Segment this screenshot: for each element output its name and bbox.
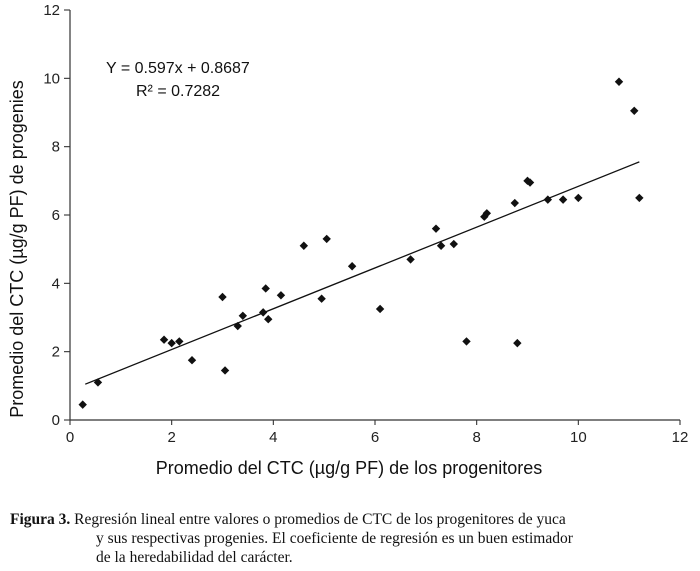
data-point (347, 262, 357, 271)
caption-label: Figura 3. (10, 511, 71, 528)
data-point (482, 209, 492, 218)
x-tick-label: 12 (672, 429, 689, 446)
figure-caption: Figura 3. Regresión lineal entre valores… (10, 510, 694, 567)
data-point (167, 338, 176, 348)
data-point (276, 291, 286, 300)
y-tick-label: 4 (52, 275, 60, 292)
data-point (558, 195, 568, 204)
x-tick-label: 2 (167, 429, 175, 446)
data-point (525, 178, 535, 187)
data-point (449, 239, 458, 249)
data-point (375, 304, 385, 314)
data-point (635, 193, 644, 203)
data-point (218, 292, 227, 302)
data-point (187, 356, 197, 365)
data-point (220, 366, 230, 375)
regression-equation: Y = 0.597x + 0.8687 (106, 60, 250, 77)
data-point (322, 234, 331, 244)
y-tick-label: 8 (52, 139, 60, 156)
x-axis-title: Promedio del CTC (µg/g PF) de los progen… (156, 458, 543, 478)
data-point (513, 338, 522, 348)
data-point (431, 224, 441, 233)
trendline (85, 161, 640, 385)
r-squared-label: R² = 0.7282 (136, 83, 220, 100)
x-tick-label: 6 (371, 429, 379, 446)
data-point (630, 106, 639, 115)
data-point (510, 198, 519, 208)
caption-line-3: de la heredabilidad del carácter. (96, 549, 293, 566)
data-points (78, 77, 644, 409)
y-tick-label: 10 (43, 70, 60, 87)
y-tick-label: 0 (52, 412, 60, 429)
data-point (78, 400, 87, 409)
scatter-chart: 0 2 4 6 8 10 12 0 2 4 6 8 10 12 Y = 0.597x + 0.8687 R… (7, 2, 688, 478)
x-tick-label: 8 (472, 429, 480, 446)
data-point (159, 335, 169, 344)
y-tick-label: 2 (52, 344, 60, 361)
data-point (238, 311, 248, 320)
y-axis-title: Promedio del CTC (µg/g PF) de progenies (7, 80, 27, 418)
data-point (436, 241, 446, 250)
data-point (264, 315, 273, 324)
x-tick-label: 10 (570, 429, 587, 446)
ticks: 0 2 4 6 8 10 12 0 2 4 6 8 10 12 (43, 2, 688, 446)
data-point (261, 284, 270, 293)
data-point (543, 195, 553, 204)
y-tick-label: 12 (43, 2, 60, 19)
data-point (299, 241, 309, 250)
caption-line-1: Regresión lineal entre valores o promedi… (74, 511, 566, 528)
data-point (317, 294, 326, 303)
data-point (462, 337, 471, 346)
x-tick-label: 4 (269, 429, 277, 446)
data-point (614, 77, 624, 86)
data-point (406, 255, 415, 264)
caption-line-2: y sus respectivas progenies. El coeficie… (96, 530, 573, 547)
x-tick-label: 0 (66, 429, 74, 446)
data-point (175, 337, 184, 346)
data-point (574, 193, 583, 203)
y-tick-label: 6 (52, 207, 60, 224)
